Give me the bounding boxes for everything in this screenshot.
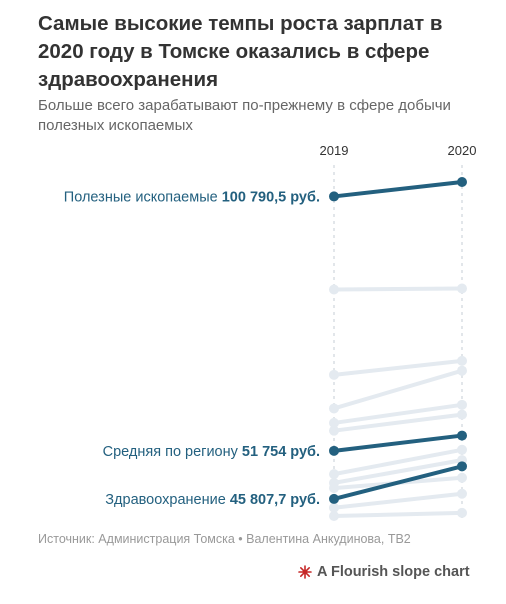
point-2020-10[interactable] (457, 461, 467, 472)
point-2019-1[interactable] (329, 284, 339, 295)
point-2020-0[interactable] (457, 177, 467, 187)
point-2020-11[interactable] (457, 488, 467, 499)
point-2019-0[interactable] (329, 191, 339, 202)
slope-line-4[interactable] (332, 402, 464, 425)
point-2020-1[interactable] (457, 283, 467, 294)
point-2019-11[interactable] (329, 502, 339, 513)
flourish-logo-icon (298, 565, 312, 579)
flourish-credit[interactable]: A Flourish slope chart (298, 564, 470, 580)
slope-line-12[interactable] (332, 510, 464, 518)
slope-line-8[interactable] (332, 458, 464, 485)
year-label-2020: 2020 (448, 143, 477, 158)
point-2020-2[interactable] (457, 355, 467, 366)
point-2020-7[interactable] (457, 444, 467, 455)
chart-subtitle: Больше всего зарабатывают по-прежнему в … (38, 97, 451, 134)
point-2019-10[interactable] (329, 493, 339, 504)
slope-line-7[interactable] (332, 447, 464, 477)
series-label-6: Средняя по региону 51 754 руб. (103, 444, 320, 460)
series-name: Средняя по региону (103, 444, 242, 460)
series-name: Здравоохранение (105, 492, 230, 508)
series-label-0: Полезные ископаемые 100 790,5 руб. (64, 189, 320, 205)
slope-line-1[interactable] (332, 286, 464, 292)
slope-line-11[interactable] (332, 491, 464, 510)
year-label-2019: 2019 (320, 143, 349, 158)
point-2020-9[interactable] (457, 472, 467, 483)
credit-label: A Flourish slope chart (317, 564, 470, 580)
point-2019-12[interactable] (329, 511, 339, 521)
point-2020-6[interactable] (457, 430, 467, 441)
slope-line-0[interactable] (332, 180, 464, 199)
point-2020-12[interactable] (457, 507, 467, 518)
point-2019-3[interactable] (329, 403, 339, 414)
point-2019-6[interactable] (329, 445, 339, 456)
point-2019-4[interactable] (329, 417, 339, 428)
source-note: Источник: Администрация Томска • Валенти… (38, 532, 411, 546)
point-2020-3[interactable] (457, 365, 467, 376)
slope-line-3[interactable] (332, 368, 464, 411)
slope-line-6[interactable] (332, 433, 464, 453)
point-2020-5[interactable] (457, 409, 467, 420)
slope-line-10[interactable] (332, 464, 464, 501)
point-2019-9[interactable] (329, 483, 339, 494)
point-2019-7[interactable] (329, 469, 339, 480)
point-2019-5[interactable] (329, 425, 339, 436)
point-2020-4[interactable] (457, 399, 467, 410)
series-value: 100 790,5 руб. (222, 189, 320, 205)
series-label-10: Здравоохранение 45 807,7 руб. (105, 492, 320, 508)
series-value: 51 754 руб. (242, 444, 320, 460)
point-2019-2[interactable] (329, 369, 339, 380)
series-value: 45 807,7 руб. (230, 492, 320, 508)
slope-line-2[interactable] (332, 358, 464, 377)
slope-line-5[interactable] (332, 412, 464, 433)
series-name: Полезные ископаемые (64, 189, 222, 205)
chart-title: Самые высокие темпы роста зарплат в 2020… (38, 12, 443, 91)
